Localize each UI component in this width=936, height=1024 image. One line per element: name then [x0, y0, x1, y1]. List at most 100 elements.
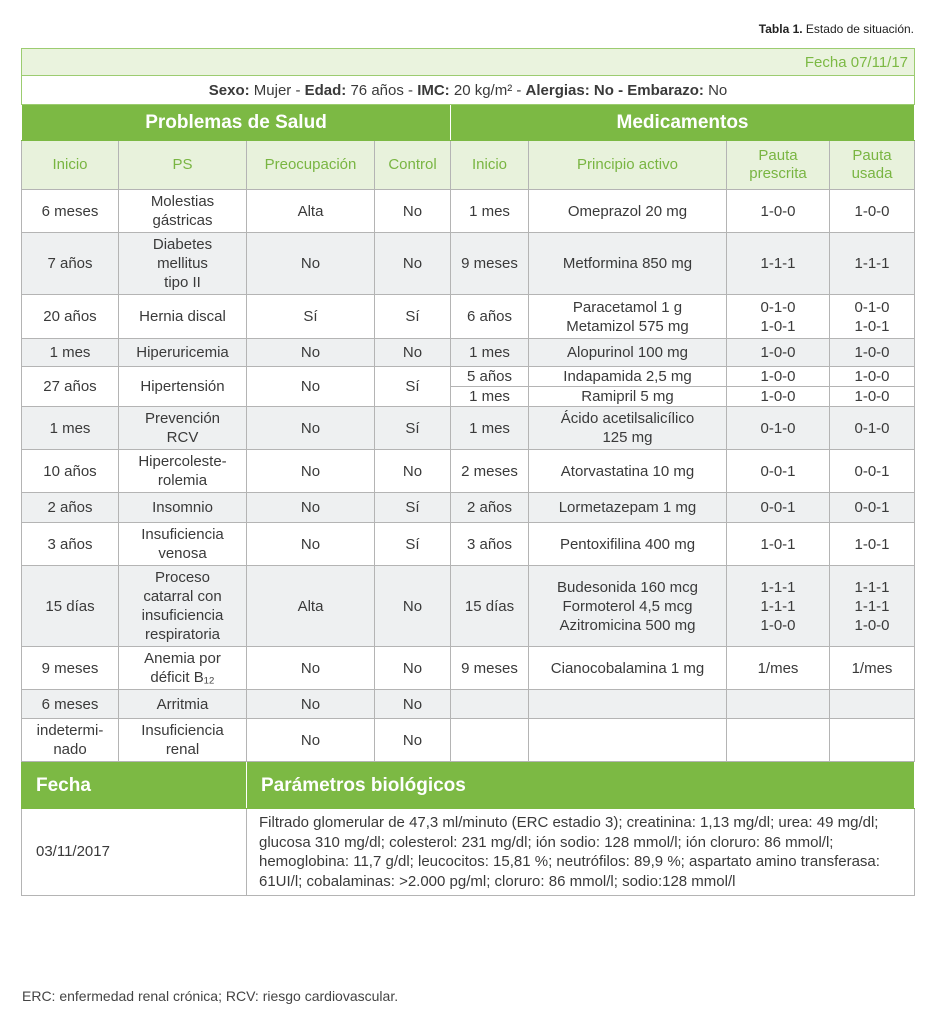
med-prescribed: 1-0-0 — [726, 189, 830, 233]
med-prescribed: 1-0-0 — [726, 386, 830, 407]
ps-control: No — [374, 718, 451, 762]
med-active-ingredient: Pentoxifilina 400 mg — [528, 522, 727, 566]
ps-start: 9 meses — [21, 646, 119, 690]
ps-start: 6 meses — [21, 689, 119, 719]
ps-start: 10 años — [21, 449, 119, 493]
ps-name: Hiperuricemia — [118, 338, 247, 367]
ps-concern: Alta — [246, 189, 375, 233]
ps-name: Insuficiencia venosa — [118, 522, 247, 566]
med-active-ingredient: Metformina 850 mg — [528, 232, 727, 295]
ps-start: 3 años — [21, 522, 119, 566]
med-start: 5 años — [450, 366, 529, 387]
ps-concern: No — [246, 492, 375, 523]
med-active-ingredient: Indapamida 2,5 mg — [528, 366, 727, 387]
med-start — [450, 718, 529, 762]
bio-fecha-header: Fecha — [21, 761, 247, 809]
column-header: Pauta prescrita — [726, 140, 830, 190]
med-used: 1-0-0 — [828, 366, 916, 387]
column-header: PS — [118, 140, 247, 190]
column-header: Preocupación — [246, 140, 375, 190]
ps-control: Sí — [374, 366, 451, 407]
ps-start: 7 años — [21, 232, 119, 295]
med-prescribed — [726, 689, 830, 719]
med-used: 1-0-0 — [828, 189, 916, 233]
med-start: 2 meses — [450, 449, 529, 493]
ps-control: No — [374, 338, 451, 367]
ps-control: No — [374, 646, 451, 690]
ps-start: 27 años — [21, 366, 119, 407]
table-row: 7 años Diabetes mellitus tipo II No No 9 mes… — [21, 232, 916, 295]
table-row: indetermi- nado Insuficiencia renal No No — [21, 718, 916, 762]
med-start: 15 días — [450, 565, 529, 647]
med-active-ingredient: Budesonida 160 mcg Formoterol 4,5 mcg Az… — [528, 565, 727, 647]
med-start — [450, 689, 529, 719]
section-health-problems: Problemas de Salud — [21, 104, 451, 141]
med-prescribed: 1-0-0 — [726, 338, 830, 367]
med-prescribed: 0-0-1 — [726, 492, 830, 523]
ps-concern: No — [246, 232, 375, 295]
patient-field-label: Alergias: No - Embarazo: — [525, 81, 704, 99]
ps-concern: No — [246, 406, 375, 450]
ps-start: 1 mes — [21, 406, 119, 450]
ps-concern: Sí — [246, 294, 375, 339]
med-used: 0-1-0 — [828, 406, 916, 450]
med-prescribed: 1-1-1 — [726, 232, 830, 295]
patient-field-value: 76 años - — [346, 81, 418, 99]
table-row: 1 mes Prevención RCV No Sí 1 mes Ácido acetil… — [21, 406, 916, 450]
table-row: 6 meses Arritmia No No — [21, 689, 916, 719]
med-active-ingredient — [528, 689, 727, 719]
ps-start: 20 años — [21, 294, 119, 339]
med-used: 1-1-1 — [828, 232, 916, 295]
med-start: 3 años — [450, 522, 529, 566]
med-start: 9 meses — [450, 646, 529, 690]
status-table: Fecha 07/11/17 Sexo: Mujer - Edad: 76 añ… — [20, 48, 916, 896]
ps-name: Diabetes mellitus tipo II — [118, 232, 247, 295]
ps-control: No — [374, 449, 451, 493]
ps-concern: No — [246, 689, 375, 719]
ps-concern: No — [246, 449, 375, 493]
ps-control: No — [374, 689, 451, 719]
column-header: Control — [374, 140, 451, 190]
patient-summary: Sexo: Mujer - Edad: 76 años - IMC: 20 kg… — [20, 75, 916, 105]
ps-start: indetermi- nado — [21, 718, 119, 762]
footnote: ERC: enfermedad renal crónica; RCV: ries… — [22, 988, 399, 1004]
table-row: 27 años Hipertensión No Sí 5 años Indapamida … — [21, 366, 916, 407]
med-used: 1-1-1 1-1-1 1-0-0 — [828, 565, 916, 647]
med-active-ingredient — [528, 718, 727, 762]
med-active-ingredient: Atorvastatina 10 mg — [528, 449, 727, 493]
ps-control: No — [374, 232, 451, 295]
table-row: 6 meses Molestias gástricas Alta No 1 mes Ome… — [21, 189, 916, 233]
med-prescribed: 0-1-0 1-0-1 — [726, 294, 830, 339]
patient-field-value: 20 kg/m² - — [449, 81, 526, 99]
patient-field-value: Mujer - — [249, 81, 305, 99]
ps-concern: No — [246, 338, 375, 367]
med-used: 1-0-0 — [828, 338, 916, 367]
table-row: 15 días Proceso catarral con insuficienci… — [21, 565, 916, 647]
med-prescribed: 0-0-1 — [726, 449, 830, 493]
ps-name: Hernia discal — [118, 294, 247, 339]
ps-start: 6 meses — [21, 189, 119, 233]
bio-params-header: Parámetros biológicos — [245, 761, 916, 809]
table-row: 10 años Hipercoleste- rolemia No No 2 meses A… — [21, 449, 916, 493]
med-active-ingredient: Omeprazol 20 mg — [528, 189, 727, 233]
med-active-ingredient: Alopurinol 100 mg — [528, 338, 727, 367]
ps-concern: No — [246, 522, 375, 566]
med-prescribed: 1-1-1 1-1-1 1-0-0 — [726, 565, 830, 647]
med-used — [828, 718, 916, 762]
ps-name: Hipertensión — [118, 366, 247, 407]
med-active-ingredient: Ramipril 5 mg — [528, 386, 727, 407]
patient-field-label: Edad: — [304, 81, 347, 99]
med-prescribed: 0-1-0 — [726, 406, 830, 450]
ps-name: Molestias gástricas — [118, 189, 247, 233]
report-date: Fecha 07/11/17 — [20, 48, 916, 76]
column-header: Pauta usada — [828, 140, 916, 190]
ps-name: Insuficiencia renal — [118, 718, 247, 762]
ps-name: Proceso catarral con insuficiencia respi… — [118, 565, 247, 647]
ps-control: Sí — [374, 492, 451, 523]
med-used: 1-0-1 — [828, 522, 916, 566]
ps-name: Prevención RCV — [118, 406, 247, 450]
ps-control: No — [374, 189, 451, 233]
bio-date: 03/11/2017 — [21, 808, 247, 896]
ps-control: Sí — [374, 294, 451, 339]
section-medications: Medicamentos — [449, 104, 916, 141]
